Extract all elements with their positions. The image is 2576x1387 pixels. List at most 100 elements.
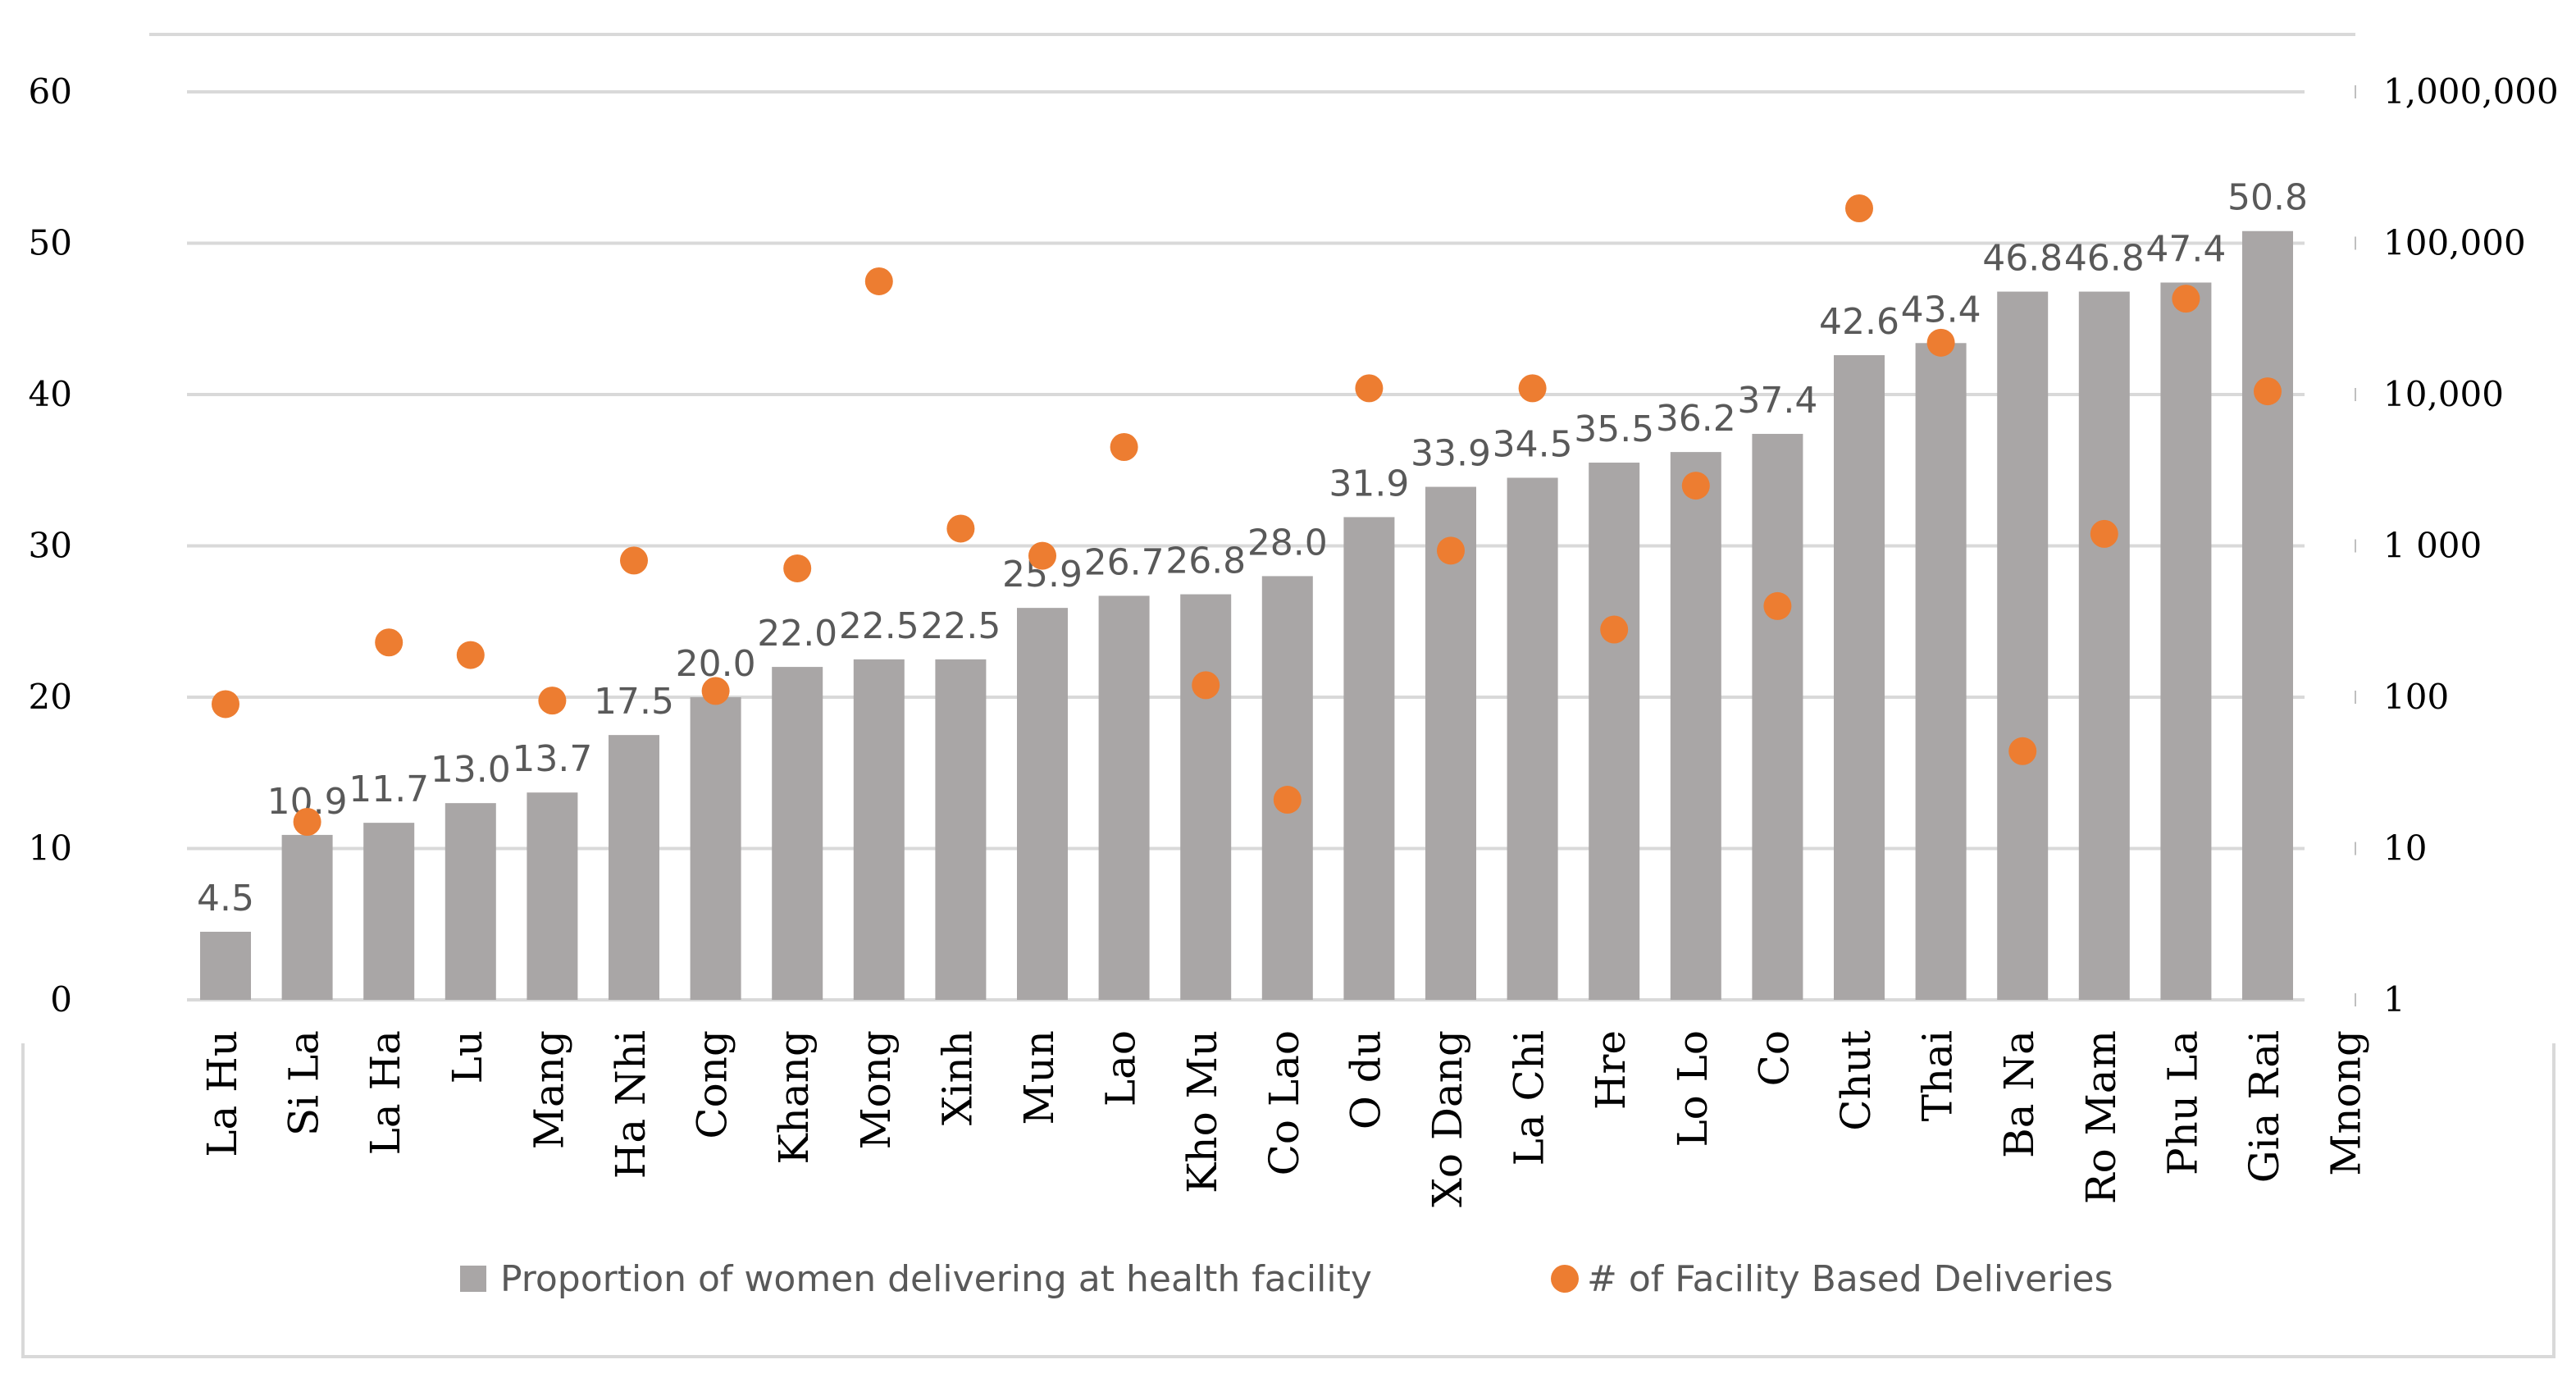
legend-point-label: # of Facility Based Deliveries [1587, 1258, 2113, 1300]
x-axis-category-label: Ro Mam [2077, 1030, 2125, 1204]
bar-data-label: 28.0 [1247, 522, 1328, 563]
scatter-point [375, 628, 403, 657]
x-axis-category-label: Co Lao [1261, 1030, 1308, 1175]
x-axis-category-label: Lao [1097, 1030, 1145, 1106]
left-axis: 0 10 20 30 40 50 60 [29, 71, 72, 1020]
bar-data-label: 46.8 [2064, 238, 2145, 280]
bar-data-label: 22.5 [839, 605, 919, 647]
bar-data-label: 26.8 [1165, 541, 1246, 582]
bar [200, 931, 251, 1000]
scatter-point [1681, 472, 1710, 500]
x-axis-category-label: Mang [525, 1030, 572, 1149]
bar-data-label: 22.0 [757, 613, 837, 655]
bar [1997, 291, 2049, 1000]
bar [1098, 595, 1150, 1000]
left-axis-tick-label: 0 [50, 979, 72, 1020]
bar [609, 735, 659, 1000]
right-axis-tick-label: 10 [2383, 828, 2427, 869]
scatter-point [1437, 536, 1465, 565]
bar-data-label: 35.5 [1574, 408, 1654, 450]
bar [1507, 477, 1558, 1000]
bar [1180, 594, 1232, 1000]
scatter-point [293, 808, 321, 837]
bar-series [200, 230, 2293, 1001]
scatter-point [456, 641, 485, 669]
scatter-point [1845, 194, 1873, 222]
scatter-point [212, 690, 239, 719]
bar [281, 834, 333, 1000]
left-axis-tick-label: 40 [29, 374, 72, 414]
left-axis-tick-label: 10 [29, 828, 72, 869]
scatter-point [783, 554, 812, 582]
bar-data-label: 37.4 [1737, 380, 1817, 422]
x-axis-category-label: Khang [770, 1030, 818, 1165]
bar-data-label: 36.2 [1656, 398, 1736, 440]
scatter-point [620, 546, 648, 575]
right-axis-tick-label: 1 000 [2383, 526, 2482, 566]
bar-data-label: 4.5 [197, 878, 254, 919]
legend-point-swatch [1551, 1265, 1579, 1293]
bar-data-label: 50.8 [2227, 177, 2308, 219]
x-axis-category-label: Kho Mu [1179, 1030, 1226, 1193]
bar-data-label: 46.8 [1982, 238, 2063, 280]
x-axis-category-label: Lu [444, 1030, 491, 1084]
x-axis-category-label: Mong [852, 1030, 900, 1150]
bar-data-label: 34.5 [1493, 423, 1573, 465]
scatter-point [1110, 432, 1138, 461]
right-axis-tick-label: 1 [2383, 979, 2405, 1020]
x-axis-category-label: La Hu [198, 1030, 246, 1157]
bar-data-label: 13.0 [431, 749, 511, 791]
scatter-point [1028, 541, 1056, 570]
scatter-point [2254, 377, 2282, 406]
scatter-point [1763, 591, 1792, 620]
left-axis-tick-label: 50 [29, 223, 72, 263]
x-axis-labels: La Hu Si La La Ha Lu Mang Ha Nhi Cong Khang Mong… [198, 1030, 2370, 1207]
bar [2160, 282, 2212, 1001]
bar-data-labels: 4.510.9 11.7 13.0 13.717.520.022.0 22.5 22.52… [197, 177, 2308, 919]
x-axis-category-label: Xinh [933, 1030, 981, 1125]
bar-data-label: 43.4 [1901, 289, 1981, 331]
scatter-point [1600, 615, 1629, 644]
x-axis-category-label: Ba Na [1995, 1030, 2043, 1158]
x-axis-category-label: Xo Dang [1424, 1030, 1471, 1207]
x-axis-category-label: Chut [1832, 1030, 1880, 1131]
right-axis-tick-label: 100,000 [2383, 223, 2526, 263]
bar-data-label: 11.7 [349, 769, 429, 810]
x-axis-category-label: Mun [1015, 1030, 1063, 1125]
bar-data-label: 17.5 [594, 681, 674, 723]
right-axis: 1 10 100 1 000 10,000 100,000 1,000,000 [2383, 71, 2559, 1020]
bar [935, 659, 987, 1000]
scatter-series [212, 194, 2282, 837]
x-axis-category-label: La Chi [1506, 1030, 1553, 1166]
bar [527, 792, 578, 1000]
frame-bottom-box [21, 1043, 2555, 1358]
bar [1752, 433, 1803, 1000]
bar [1834, 355, 1885, 1000]
bar [690, 697, 741, 1000]
scatter-point [1518, 374, 1547, 403]
x-axis-category-label: Cong [689, 1030, 736, 1139]
scatter-point [2008, 737, 2037, 765]
left-axis-tick-label: 60 [29, 71, 72, 112]
x-axis-category-label: O du [1342, 1030, 1389, 1129]
bar-data-label: 42.6 [1819, 301, 1899, 343]
x-axis-category-label: Ha Nhi [607, 1030, 654, 1179]
x-axis-category-label: Lo Lo [1669, 1030, 1717, 1147]
x-axis-category-label: La Ha [362, 1030, 409, 1155]
scatter-point [1273, 786, 1302, 814]
scatter-point [864, 267, 893, 295]
scatter-point [1355, 374, 1384, 403]
bar [2242, 230, 2293, 1000]
scatter-point [2172, 285, 2200, 313]
x-axis-category-label: Gia Rai [2241, 1030, 2288, 1183]
x-axis-category-label: Thai [1914, 1030, 1962, 1121]
scatter-point [538, 687, 567, 715]
scatter-point [1926, 328, 1955, 357]
bar [363, 823, 415, 1000]
left-axis-tick-label: 20 [29, 677, 72, 717]
bar [445, 803, 496, 1000]
legend-bar-swatch [460, 1266, 486, 1292]
bar [1017, 608, 1068, 1000]
bar [1670, 452, 1721, 1000]
